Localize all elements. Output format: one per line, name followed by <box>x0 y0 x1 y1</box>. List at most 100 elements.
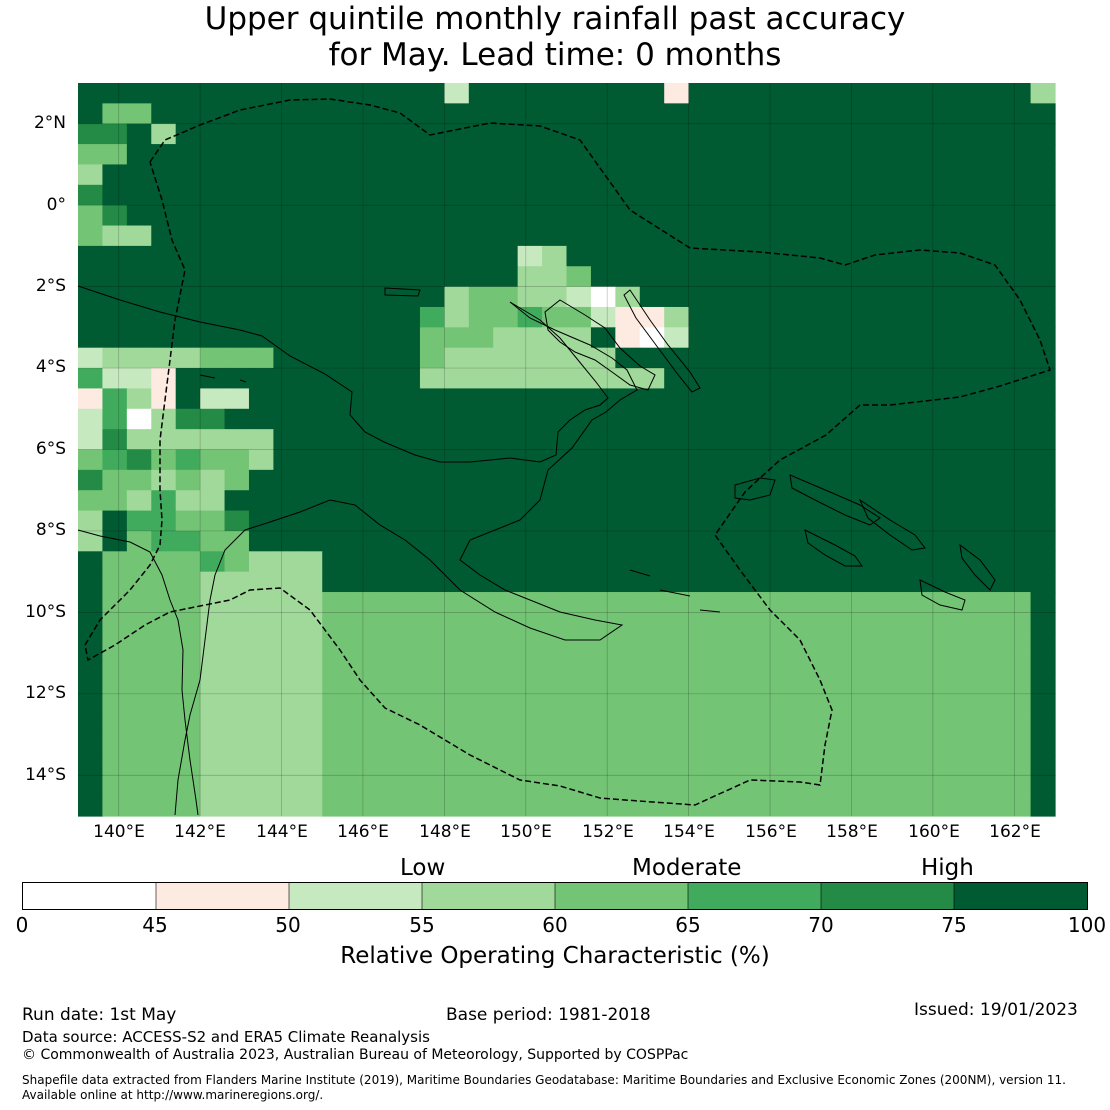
grid-cell <box>737 754 763 776</box>
grid-cell <box>517 103 543 125</box>
grid-cell <box>810 775 836 797</box>
grid-cell <box>126 83 152 104</box>
grid-cell <box>859 754 885 776</box>
grid-cell <box>566 245 592 267</box>
grid-cell <box>224 205 250 227</box>
grid-cell <box>493 205 519 227</box>
grid-cell <box>346 571 372 593</box>
grid-cell <box>493 408 519 430</box>
grid-cell <box>273 164 299 186</box>
grid-cell <box>615 795 641 817</box>
grid-cell <box>322 795 348 817</box>
grid-cell <box>493 490 519 512</box>
grid-cell <box>713 205 739 227</box>
grid-cell <box>566 592 592 613</box>
grid-cell <box>297 469 323 491</box>
grid-cell <box>566 368 592 390</box>
grid-cell <box>346 266 372 288</box>
map-title-line-1: Upper quintile monthly rainfall past acc… <box>204 1 906 37</box>
grid-cell <box>346 327 372 349</box>
grid-cell <box>371 673 397 695</box>
grid-cell <box>566 714 592 736</box>
grid-cell <box>419 510 445 532</box>
grid-cell <box>273 408 299 430</box>
grid-cell <box>1030 245 1056 267</box>
grid-cell <box>102 225 128 247</box>
grid-cell <box>981 632 1007 654</box>
grid-cell <box>419 164 445 186</box>
grid-cell <box>395 510 421 532</box>
grid-cell <box>419 653 445 675</box>
grid-cell <box>468 408 494 430</box>
grid-cell <box>664 286 690 308</box>
grid-cell <box>151 327 177 349</box>
grid-cell <box>786 144 812 166</box>
grid-cell <box>737 368 763 390</box>
lat-label-10s: 10°S <box>25 602 66 622</box>
grid-cell <box>224 551 250 573</box>
colorbar-tick-75: 75 <box>941 913 967 937</box>
grid-cell <box>444 408 470 430</box>
grid-cell <box>908 408 934 430</box>
grid-cell <box>932 429 958 451</box>
grid-cell <box>517 144 543 166</box>
grid-cell <box>859 632 885 654</box>
grid-cell <box>639 469 665 491</box>
grid-cell <box>615 184 641 206</box>
grid-cell <box>273 83 299 104</box>
grid-cell <box>688 368 714 390</box>
grid-cell <box>786 429 812 451</box>
grid-cell <box>981 245 1007 267</box>
grid-cell <box>615 714 641 736</box>
grid-cell <box>273 571 299 593</box>
grid-cell <box>468 510 494 532</box>
grid-cell <box>322 551 348 573</box>
grid-cell <box>859 306 885 328</box>
grid-cell <box>957 347 983 369</box>
grid-cell <box>322 510 348 532</box>
grid-cell <box>981 327 1007 349</box>
grid-cell <box>884 225 910 247</box>
grid-cell <box>957 673 983 695</box>
grid-cell <box>590 714 616 736</box>
grid-cell <box>713 286 739 308</box>
grid-cell <box>175 184 201 206</box>
grid-cell <box>78 571 104 593</box>
grid-cell <box>615 103 641 125</box>
grid-cell <box>493 632 519 654</box>
grid-cell <box>126 306 152 328</box>
grid-cell <box>273 205 299 227</box>
grid-cell <box>688 571 714 593</box>
grid-cell <box>981 205 1007 227</box>
grid-cell <box>981 490 1007 512</box>
grid-cell <box>297 83 323 104</box>
grid-cell <box>590 592 616 613</box>
grid-cell <box>932 184 958 206</box>
grid-cell <box>468 469 494 491</box>
lon-label-140e: 140°E <box>93 822 145 842</box>
grid-cell <box>639 510 665 532</box>
grid-cell <box>639 225 665 247</box>
grid-cell <box>224 571 250 593</box>
grid-cell <box>981 754 1007 776</box>
grid-cell <box>493 83 519 104</box>
grid-cell <box>542 510 568 532</box>
grid-cell <box>835 449 861 471</box>
grid-cell <box>884 266 910 288</box>
grid-cell <box>248 388 274 410</box>
grid-cell <box>713 408 739 430</box>
grid-cell <box>761 327 787 349</box>
grid-cell <box>517 429 543 451</box>
grid-cell <box>835 490 861 512</box>
grid-cell <box>615 83 641 104</box>
grid-cell <box>713 571 739 593</box>
grid-cell <box>419 266 445 288</box>
grid-cell <box>810 653 836 675</box>
grid-cell <box>957 530 983 552</box>
grid-cell <box>761 83 787 104</box>
grid-cell <box>102 775 128 797</box>
grid-cell <box>884 632 910 654</box>
grid-cell <box>102 551 128 573</box>
grid-cell <box>786 408 812 430</box>
grid-cell <box>932 225 958 247</box>
